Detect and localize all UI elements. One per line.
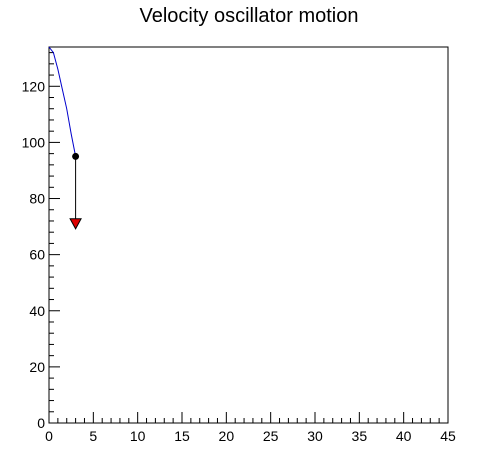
y-tick-label: 100 — [22, 134, 46, 150]
y-tick-label: 40 — [29, 303, 45, 319]
x-tick-label: 15 — [174, 428, 190, 444]
series-layer — [48, 46, 77, 157]
chart-title: Velocity oscillator motion — [140, 5, 359, 27]
y-tick-label: 60 — [29, 247, 45, 263]
x-tick-label: 20 — [219, 428, 235, 444]
y-tick-label: 120 — [22, 78, 46, 94]
x-tick-label: 10 — [130, 428, 146, 444]
x-tick-label: 35 — [352, 428, 368, 444]
annotation-layer — [69, 152, 82, 230]
y-tick-label: 80 — [29, 191, 45, 207]
x-tick-label: 40 — [396, 428, 412, 444]
x-tick-label: 45 — [440, 428, 456, 444]
plot-frame — [48, 46, 449, 424]
x-tick-label: 0 — [45, 428, 53, 444]
x-tick-label: 25 — [263, 428, 279, 444]
current-point-marker — [72, 152, 80, 160]
x-axis: 0 5 10 15 20 25 30 35 40 45 — [45, 412, 456, 444]
y-axis: 0 20 40 60 80 100 120 — [22, 52, 60, 431]
velocity-arrow-head — [69, 218, 82, 230]
y-tick-label: 0 — [37, 415, 45, 431]
y-tick-label: 20 — [29, 359, 45, 375]
series-line — [48, 46, 77, 157]
x-tick-label: 5 — [89, 428, 97, 444]
x-tick-label: 30 — [307, 428, 323, 444]
